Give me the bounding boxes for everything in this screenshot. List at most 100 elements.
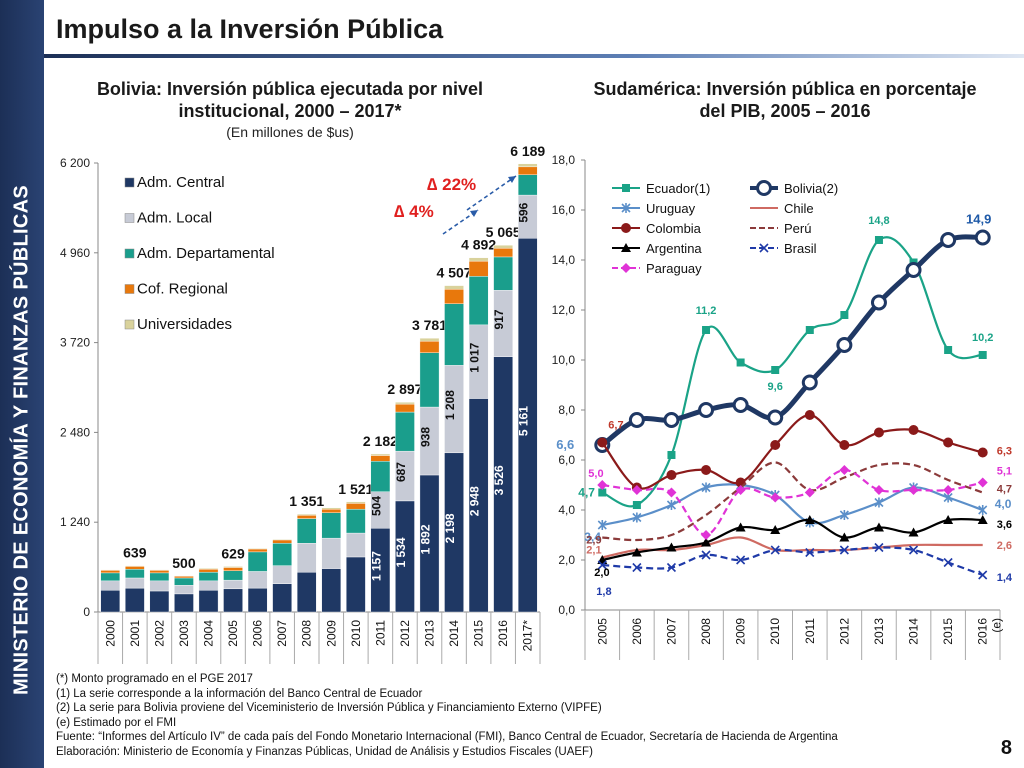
- x-tick-label: 2006: [630, 618, 644, 645]
- bar-segment: [370, 453, 391, 456]
- footnote: (*) Monto programado en el PGE 2017: [56, 673, 253, 685]
- legend-label: Argentina: [646, 241, 702, 256]
- bar-segment-label: 687: [394, 462, 408, 482]
- data-point: [666, 470, 677, 480]
- data-point: [908, 425, 919, 435]
- data-label: 1,4: [997, 572, 1013, 584]
- bar-segment-label: 1 017: [468, 342, 482, 372]
- data-point: [804, 487, 815, 498]
- bar-total-label: 2 897: [387, 381, 422, 397]
- data-point: [632, 501, 641, 509]
- data-point: [805, 326, 814, 334]
- legend-swatch: [124, 177, 135, 188]
- data-point: [621, 203, 631, 213]
- data-point: [597, 437, 608, 448]
- data-point: [977, 447, 988, 458]
- bar-total-label: 3 781: [412, 317, 447, 333]
- title-rule: [44, 54, 1024, 58]
- data-point: [621, 263, 631, 273]
- footnotes: (*) Monto programado en el PGE 2017 (1) …: [56, 672, 996, 760]
- data-point: [944, 346, 953, 354]
- bar-segment-label: 3 526: [492, 465, 506, 495]
- legend-swatch: [124, 248, 135, 259]
- data-point: [701, 550, 711, 560]
- data-point: [667, 451, 676, 459]
- x-tick-label: 2001: [128, 620, 142, 647]
- y-tick-label: 6 200: [60, 156, 90, 170]
- data-point: [666, 487, 677, 498]
- y-tick-label: 0,0: [558, 603, 575, 617]
- right-chart-title: Sudamérica: Inversión pública en porcent…: [593, 79, 977, 121]
- x-tick-label: 2012: [398, 620, 412, 647]
- legend-label: Chile: [784, 201, 814, 216]
- x-tick-label: 2008: [699, 618, 713, 645]
- y-tick-label: 12,0: [552, 303, 576, 317]
- y-tick-label: 3 720: [60, 336, 90, 350]
- bar-segment: [125, 565, 145, 567]
- x-tick-label: 2009: [324, 620, 338, 647]
- data-point: [978, 570, 988, 580]
- data-label: 4,7: [578, 486, 595, 500]
- series-line: [602, 536, 983, 559]
- data-point: [698, 402, 715, 418]
- bar-total-label: 629: [221, 545, 245, 561]
- x-tick-label: 2012: [837, 618, 851, 645]
- footnote: (1) La serie corresponde a la informació…: [56, 687, 423, 700]
- bar-segment: [100, 569, 121, 571]
- y-tick-label: 2,0: [558, 553, 575, 567]
- data-label: 9,6: [768, 381, 783, 393]
- data-label: 14,9: [966, 212, 991, 227]
- bar-segment: [296, 513, 317, 516]
- data-point: [978, 351, 987, 359]
- data-point: [732, 397, 749, 413]
- x-tick-label: 2002: [152, 620, 166, 647]
- data-label: 6,3: [997, 446, 1012, 458]
- bar-total-label: 1 351: [289, 493, 324, 509]
- series-line: [602, 517, 983, 562]
- data-point: [943, 515, 954, 524]
- bar-segment: [247, 548, 268, 550]
- data-point: [735, 522, 746, 532]
- data-point: [598, 488, 607, 497]
- y-tick-label: 0: [83, 605, 90, 619]
- data-point: [621, 223, 631, 233]
- data-label: 5,0: [588, 468, 603, 480]
- bar-total-label: 639: [123, 545, 147, 561]
- legend-label: Perú: [784, 221, 811, 236]
- x-tick-label: 2015: [472, 620, 486, 647]
- bar-segment-label: 917: [492, 309, 506, 329]
- data-point: [597, 480, 608, 490]
- bar-total-label: 5 065: [486, 224, 521, 240]
- data-label: 2,0: [594, 567, 609, 579]
- x-tick-label: 2016: [496, 620, 510, 647]
- data-point: [631, 485, 642, 495]
- bar-segment: [346, 501, 366, 504]
- data-point: [873, 522, 884, 532]
- bar-segment: [272, 539, 292, 541]
- data-label: 3,6: [997, 519, 1012, 531]
- data-point: [621, 243, 631, 252]
- bar-segment: [419, 337, 440, 342]
- legend-label: Adm. Central: [137, 174, 225, 191]
- legend-label: Uruguay: [646, 201, 696, 216]
- data-point: [736, 555, 746, 565]
- x-tick-label: 2014: [447, 620, 461, 647]
- data-point: [631, 547, 642, 557]
- bar-segment: [395, 402, 415, 405]
- data-label: 2,1: [586, 545, 601, 557]
- legend-label: Cof. Regional: [137, 281, 228, 298]
- data-point: [622, 184, 630, 192]
- data-point: [874, 542, 884, 553]
- data-point: [873, 485, 884, 495]
- bar-segment-label: 596: [517, 202, 531, 222]
- bar-segment: [198, 568, 219, 570]
- legend-label: Ecuador(1): [646, 181, 710, 196]
- left-chart-title: Bolivia: Inversión pública ejecutada por…: [96, 79, 484, 121]
- data-label: 2,6: [997, 540, 1012, 552]
- data-point: [597, 520, 607, 530]
- bar-total-label: 500: [172, 555, 196, 571]
- bar-segment-label: 2 198: [443, 513, 457, 543]
- data-label: 3,4: [584, 530, 601, 544]
- data-point: [771, 366, 780, 374]
- data-point: [701, 530, 712, 540]
